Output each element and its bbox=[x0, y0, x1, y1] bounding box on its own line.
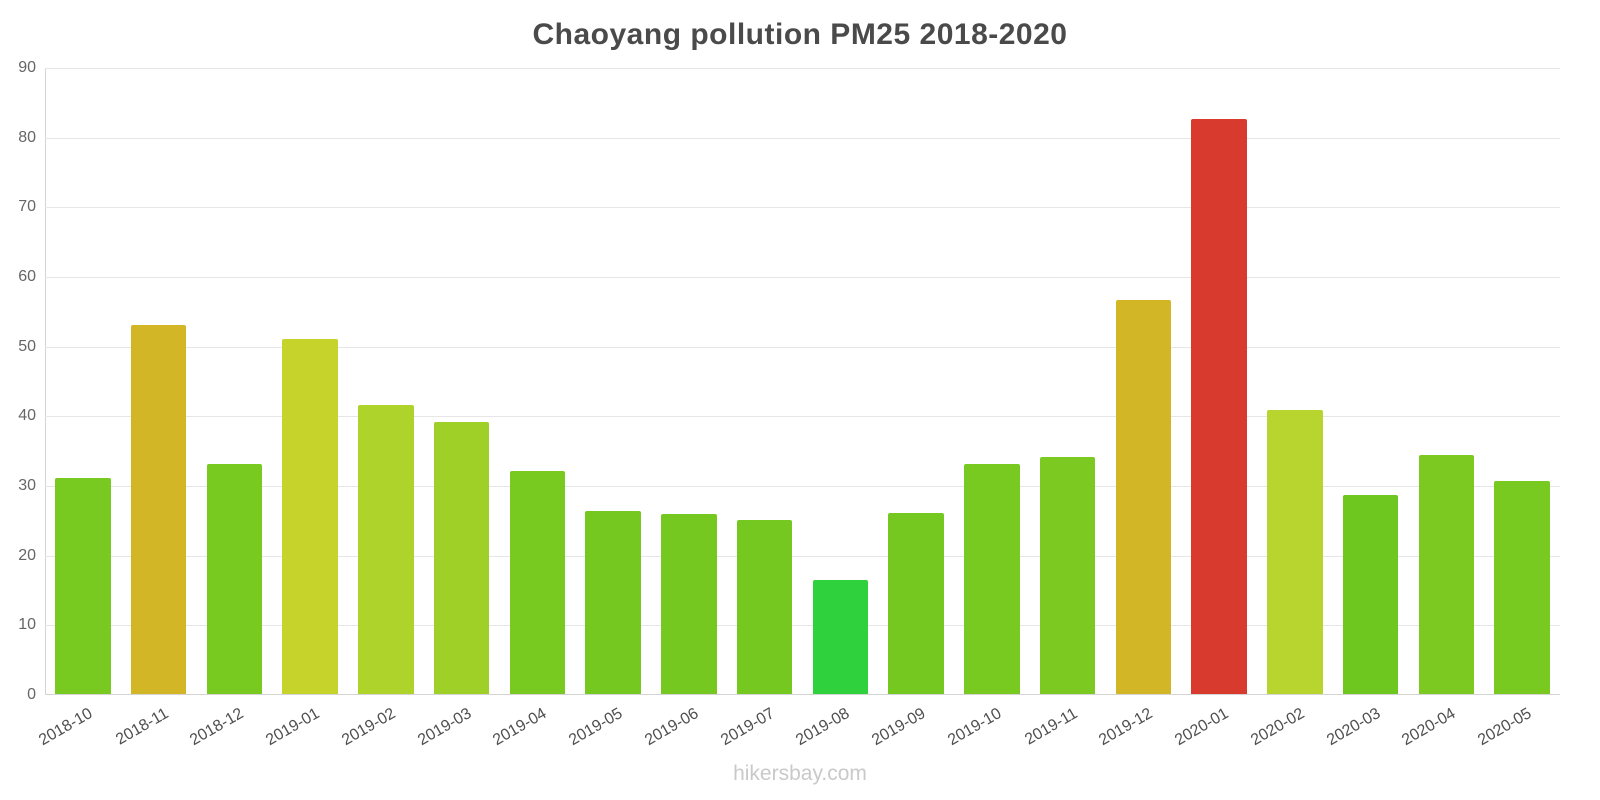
y-axis-line bbox=[45, 68, 46, 695]
x-axis-line bbox=[45, 694, 1560, 695]
bar-2019-05 bbox=[585, 510, 641, 694]
bar-2020-01 bbox=[1191, 119, 1247, 694]
gridline bbox=[45, 416, 1560, 418]
gridline bbox=[45, 137, 1560, 139]
gridline bbox=[45, 486, 1560, 487]
gridline bbox=[45, 555, 1560, 557]
bar-2019-01 bbox=[282, 338, 338, 694]
bar-2019-11 bbox=[1039, 457, 1096, 694]
y-axis-label: 20 bbox=[18, 546, 36, 564]
y-axis-label: 60 bbox=[18, 268, 36, 285]
gridline bbox=[45, 625, 1560, 627]
gridline bbox=[45, 346, 1560, 348]
y-axis-label: 70 bbox=[18, 198, 36, 216]
y-axis-label: 30 bbox=[18, 477, 36, 494]
bar-2019-06 bbox=[661, 514, 717, 694]
bar-2019-07 bbox=[736, 519, 793, 694]
bar-2018-11 bbox=[130, 324, 187, 694]
bar-2018-12 bbox=[206, 464, 263, 694]
y-axis-label: 0 bbox=[27, 686, 36, 703]
bar-2019-10 bbox=[964, 464, 1020, 694]
bar-2019-09 bbox=[888, 512, 944, 694]
gridline bbox=[45, 277, 1560, 278]
bar-2019-08 bbox=[812, 580, 869, 694]
y-axis-label: 40 bbox=[18, 407, 36, 425]
chart-title: Chaoyang pollution PM25 2018-2020 bbox=[532, 18, 1068, 51]
watermark: hikersbay.com bbox=[733, 762, 867, 785]
y-axis-label: 80 bbox=[18, 128, 36, 146]
bar-2020-04 bbox=[1418, 455, 1475, 694]
bar-2018-10 bbox=[55, 478, 111, 694]
bar-2020-02 bbox=[1267, 409, 1323, 694]
plot-area: 0 10 20 30 40 50 60 70 80 90 2018-10 2018-11 2018-12… bbox=[18, 59, 1560, 749]
bar-2019-03 bbox=[433, 422, 490, 694]
y-axis-label: 10 bbox=[18, 616, 36, 634]
gridline bbox=[45, 68, 1560, 69]
bar-2019-04 bbox=[509, 471, 566, 694]
y-axis-label: 90 bbox=[18, 59, 36, 76]
gridline bbox=[45, 207, 1560, 209]
bar-2020-03 bbox=[1342, 495, 1399, 694]
bar-2019-12 bbox=[1115, 300, 1172, 694]
y-axis-label: 50 bbox=[18, 337, 36, 355]
bar-2020-05 bbox=[1494, 480, 1550, 694]
bar-2019-02 bbox=[358, 404, 414, 694]
